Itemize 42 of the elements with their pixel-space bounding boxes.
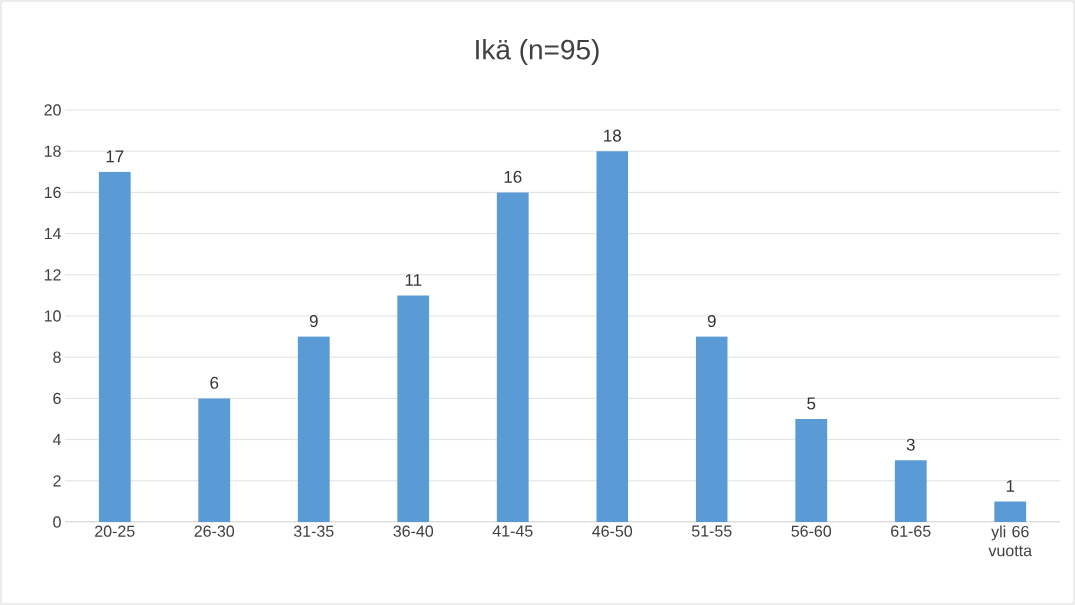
x-tick-label: 20-25 — [95, 525, 135, 537]
data-label: 6 — [210, 376, 219, 389]
data-label: 9 — [707, 315, 716, 328]
x-tick-label: yli 66 vuotta — [988, 525, 1033, 557]
bar — [496, 192, 529, 522]
x-tick-label: 46-50 — [592, 525, 633, 537]
data-label: 5 — [807, 397, 816, 410]
x-tick-label: 56-60 — [791, 525, 832, 537]
y-tick-label: 10 — [44, 310, 61, 322]
y-tick-label: 18 — [44, 145, 61, 157]
bar — [994, 501, 1027, 522]
y-tick-label: 4 — [52, 434, 61, 446]
bar — [695, 336, 728, 522]
bar — [297, 336, 330, 522]
x-tick-label: 41-45 — [492, 525, 533, 537]
y-tick-label: 2 — [53, 475, 61, 487]
x-tick-label: 31-35 — [293, 525, 334, 537]
y-tick-label: 14 — [44, 228, 61, 240]
x-tick-label: 51-55 — [691, 525, 732, 537]
y-tick-label: 0 — [53, 516, 61, 528]
data-label: 16 — [504, 170, 522, 183]
data-label: 1 — [1006, 480, 1015, 492]
bar — [596, 151, 629, 522]
y-tick-label: 6 — [53, 392, 61, 405]
data-label: 11 — [405, 274, 422, 286]
x-tick-label: 36-40 — [393, 525, 434, 537]
y-tick-label: 16 — [44, 186, 61, 199]
chart-title: Ikä (n=95) — [476, 38, 599, 66]
bar — [894, 460, 927, 522]
data-label: 9 — [309, 315, 318, 328]
bar — [98, 171, 131, 522]
y-tick-label: 12 — [44, 269, 61, 281]
y-tick-label: 20 — [44, 104, 61, 116]
bar — [397, 295, 430, 522]
bar — [795, 419, 828, 522]
y-tick-label: 8 — [53, 351, 61, 363]
x-tick-label: 26-30 — [194, 525, 235, 537]
data-label: 18 — [604, 129, 621, 142]
data-label: 17 — [106, 150, 124, 163]
data-label: 3 — [906, 438, 915, 451]
x-tick-label: 61-65 — [891, 525, 931, 537]
bar — [198, 398, 231, 522]
